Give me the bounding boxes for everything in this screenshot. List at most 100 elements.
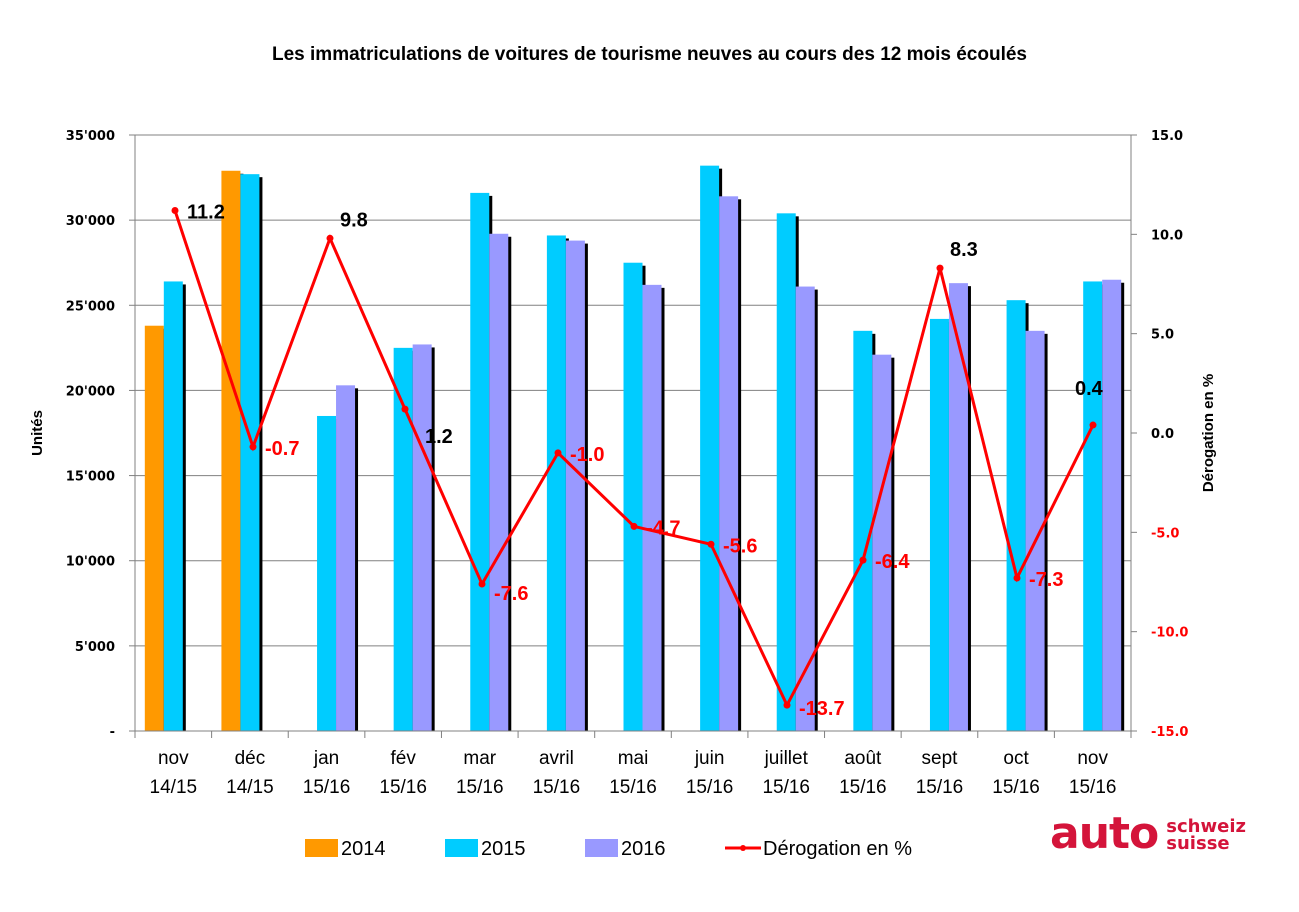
bar-2015 bbox=[163, 281, 183, 731]
data-label: -0.7 bbox=[265, 438, 299, 460]
bar-2016 bbox=[795, 286, 815, 731]
data-label: 1.2 bbox=[425, 426, 453, 448]
bar-2015 bbox=[623, 262, 643, 731]
category-label: nov bbox=[1077, 748, 1108, 769]
bar-2016 bbox=[1102, 279, 1122, 731]
legend: 2014 2015 2016 Dérogation en % bbox=[305, 838, 912, 860]
category-label-period: 15/16 bbox=[1069, 777, 1117, 798]
left-tick-label: 25'000 bbox=[66, 299, 115, 314]
legend-swatch-2015 bbox=[445, 839, 478, 857]
category-label-period: 15/16 bbox=[533, 777, 581, 798]
bar-2015 bbox=[546, 235, 566, 731]
category-label-period: 15/16 bbox=[839, 777, 887, 798]
category-label: oct bbox=[1003, 748, 1029, 769]
right-tick-label: 15.0 bbox=[1151, 129, 1183, 144]
category-label-period: 15/16 bbox=[303, 777, 351, 798]
data-label: -13.7 bbox=[799, 698, 845, 720]
chart-title: Les immatriculations de voitures de tour… bbox=[272, 44, 1027, 65]
line-point bbox=[401, 405, 409, 413]
line-point bbox=[326, 234, 334, 242]
left-tick-label: 35'000 bbox=[66, 129, 115, 144]
data-label: 8.3 bbox=[950, 239, 978, 261]
data-label: 0.4 bbox=[1075, 378, 1104, 400]
category-label: août bbox=[844, 748, 882, 769]
category-label-period: 15/16 bbox=[456, 777, 504, 798]
line-point bbox=[1013, 574, 1021, 582]
right-tick-label: -5.0 bbox=[1151, 526, 1179, 541]
line-point bbox=[707, 540, 715, 548]
left-tick-label: 30'000 bbox=[66, 214, 115, 229]
left-tick-label: 20'000 bbox=[66, 384, 115, 399]
category-label-period: 15/16 bbox=[686, 777, 734, 798]
bar-2014 bbox=[221, 170, 241, 731]
bar-2016 bbox=[642, 284, 662, 731]
bar-2015 bbox=[317, 415, 337, 731]
line-point bbox=[1089, 421, 1097, 429]
category-label-period: 15/16 bbox=[609, 777, 657, 798]
bar-2016 bbox=[1025, 330, 1045, 731]
bar-2015 bbox=[470, 192, 490, 731]
bar-2015 bbox=[776, 213, 796, 731]
category-label: juin bbox=[694, 748, 725, 769]
bars bbox=[144, 165, 1125, 731]
line-point bbox=[554, 449, 562, 457]
bar-2014 bbox=[144, 325, 164, 731]
category-label: juillet bbox=[764, 748, 809, 769]
bar-2016 bbox=[719, 196, 739, 731]
category-label-period: 14/15 bbox=[226, 777, 274, 798]
legend-label: 2015 bbox=[481, 838, 526, 860]
data-label: -1.0 bbox=[570, 444, 604, 466]
category-label: fév bbox=[390, 748, 416, 769]
category-label: nov bbox=[158, 748, 189, 769]
bar-2016 bbox=[489, 233, 509, 731]
right-tick-label: 10.0 bbox=[1151, 228, 1183, 243]
right-tick-label: -15.0 bbox=[1151, 725, 1188, 740]
category-label-period: 15/16 bbox=[992, 777, 1040, 798]
line-point bbox=[783, 701, 791, 709]
left-tick-label: 10'000 bbox=[66, 555, 115, 570]
legend-swatch-2016 bbox=[585, 839, 618, 857]
category-label-period: 15/16 bbox=[916, 777, 964, 798]
bar-2015 bbox=[1083, 281, 1103, 731]
data-label: 11.2 bbox=[187, 201, 225, 223]
bar-2016 bbox=[948, 283, 968, 731]
right-tick-label: 5.0 bbox=[1151, 328, 1174, 343]
left-tick-label: - bbox=[110, 725, 115, 740]
line-point bbox=[171, 206, 179, 214]
bar-2016 bbox=[872, 354, 892, 731]
legend-label: 2014 bbox=[341, 838, 386, 860]
bar-2016 bbox=[336, 385, 356, 731]
bar-2015 bbox=[853, 330, 873, 731]
bar-2016 bbox=[565, 240, 585, 731]
data-label: -7.6 bbox=[494, 583, 528, 605]
category-label-period: 15/16 bbox=[762, 777, 810, 798]
category-label-period: 15/16 bbox=[379, 777, 427, 798]
bar-2015 bbox=[240, 174, 260, 731]
left-tick-label: 15'000 bbox=[66, 470, 115, 485]
category-label: avril bbox=[539, 748, 574, 769]
data-label: -4.7 bbox=[646, 517, 680, 539]
line-series bbox=[171, 206, 1097, 709]
right-tick-label: 0.0 bbox=[1151, 427, 1174, 442]
category-label: jan bbox=[313, 748, 339, 769]
right-tick-label: -10.0 bbox=[1151, 626, 1188, 641]
bar-2015 bbox=[700, 165, 720, 731]
line-point bbox=[859, 556, 867, 564]
bar-2015 bbox=[1006, 300, 1026, 731]
data-label: 9.8 bbox=[340, 209, 368, 231]
autoschweiz-logo: auto schweiz suisse bbox=[1050, 812, 1246, 856]
logo-line2: suisse bbox=[1166, 833, 1230, 854]
logo-line1: schweiz bbox=[1166, 816, 1246, 837]
line-point bbox=[630, 522, 638, 530]
legend-line-marker bbox=[740, 845, 746, 851]
line-point bbox=[249, 443, 257, 451]
left-tick-label: 5'000 bbox=[75, 640, 115, 655]
data-label: -6.4 bbox=[875, 551, 910, 573]
legend-label: 2016 bbox=[621, 838, 666, 860]
bar-2016 bbox=[412, 344, 432, 731]
y-axis-title: Unités bbox=[29, 410, 46, 456]
line-point bbox=[478, 580, 486, 588]
data-label: -7.3 bbox=[1029, 569, 1063, 591]
category-label: sept bbox=[922, 748, 959, 769]
